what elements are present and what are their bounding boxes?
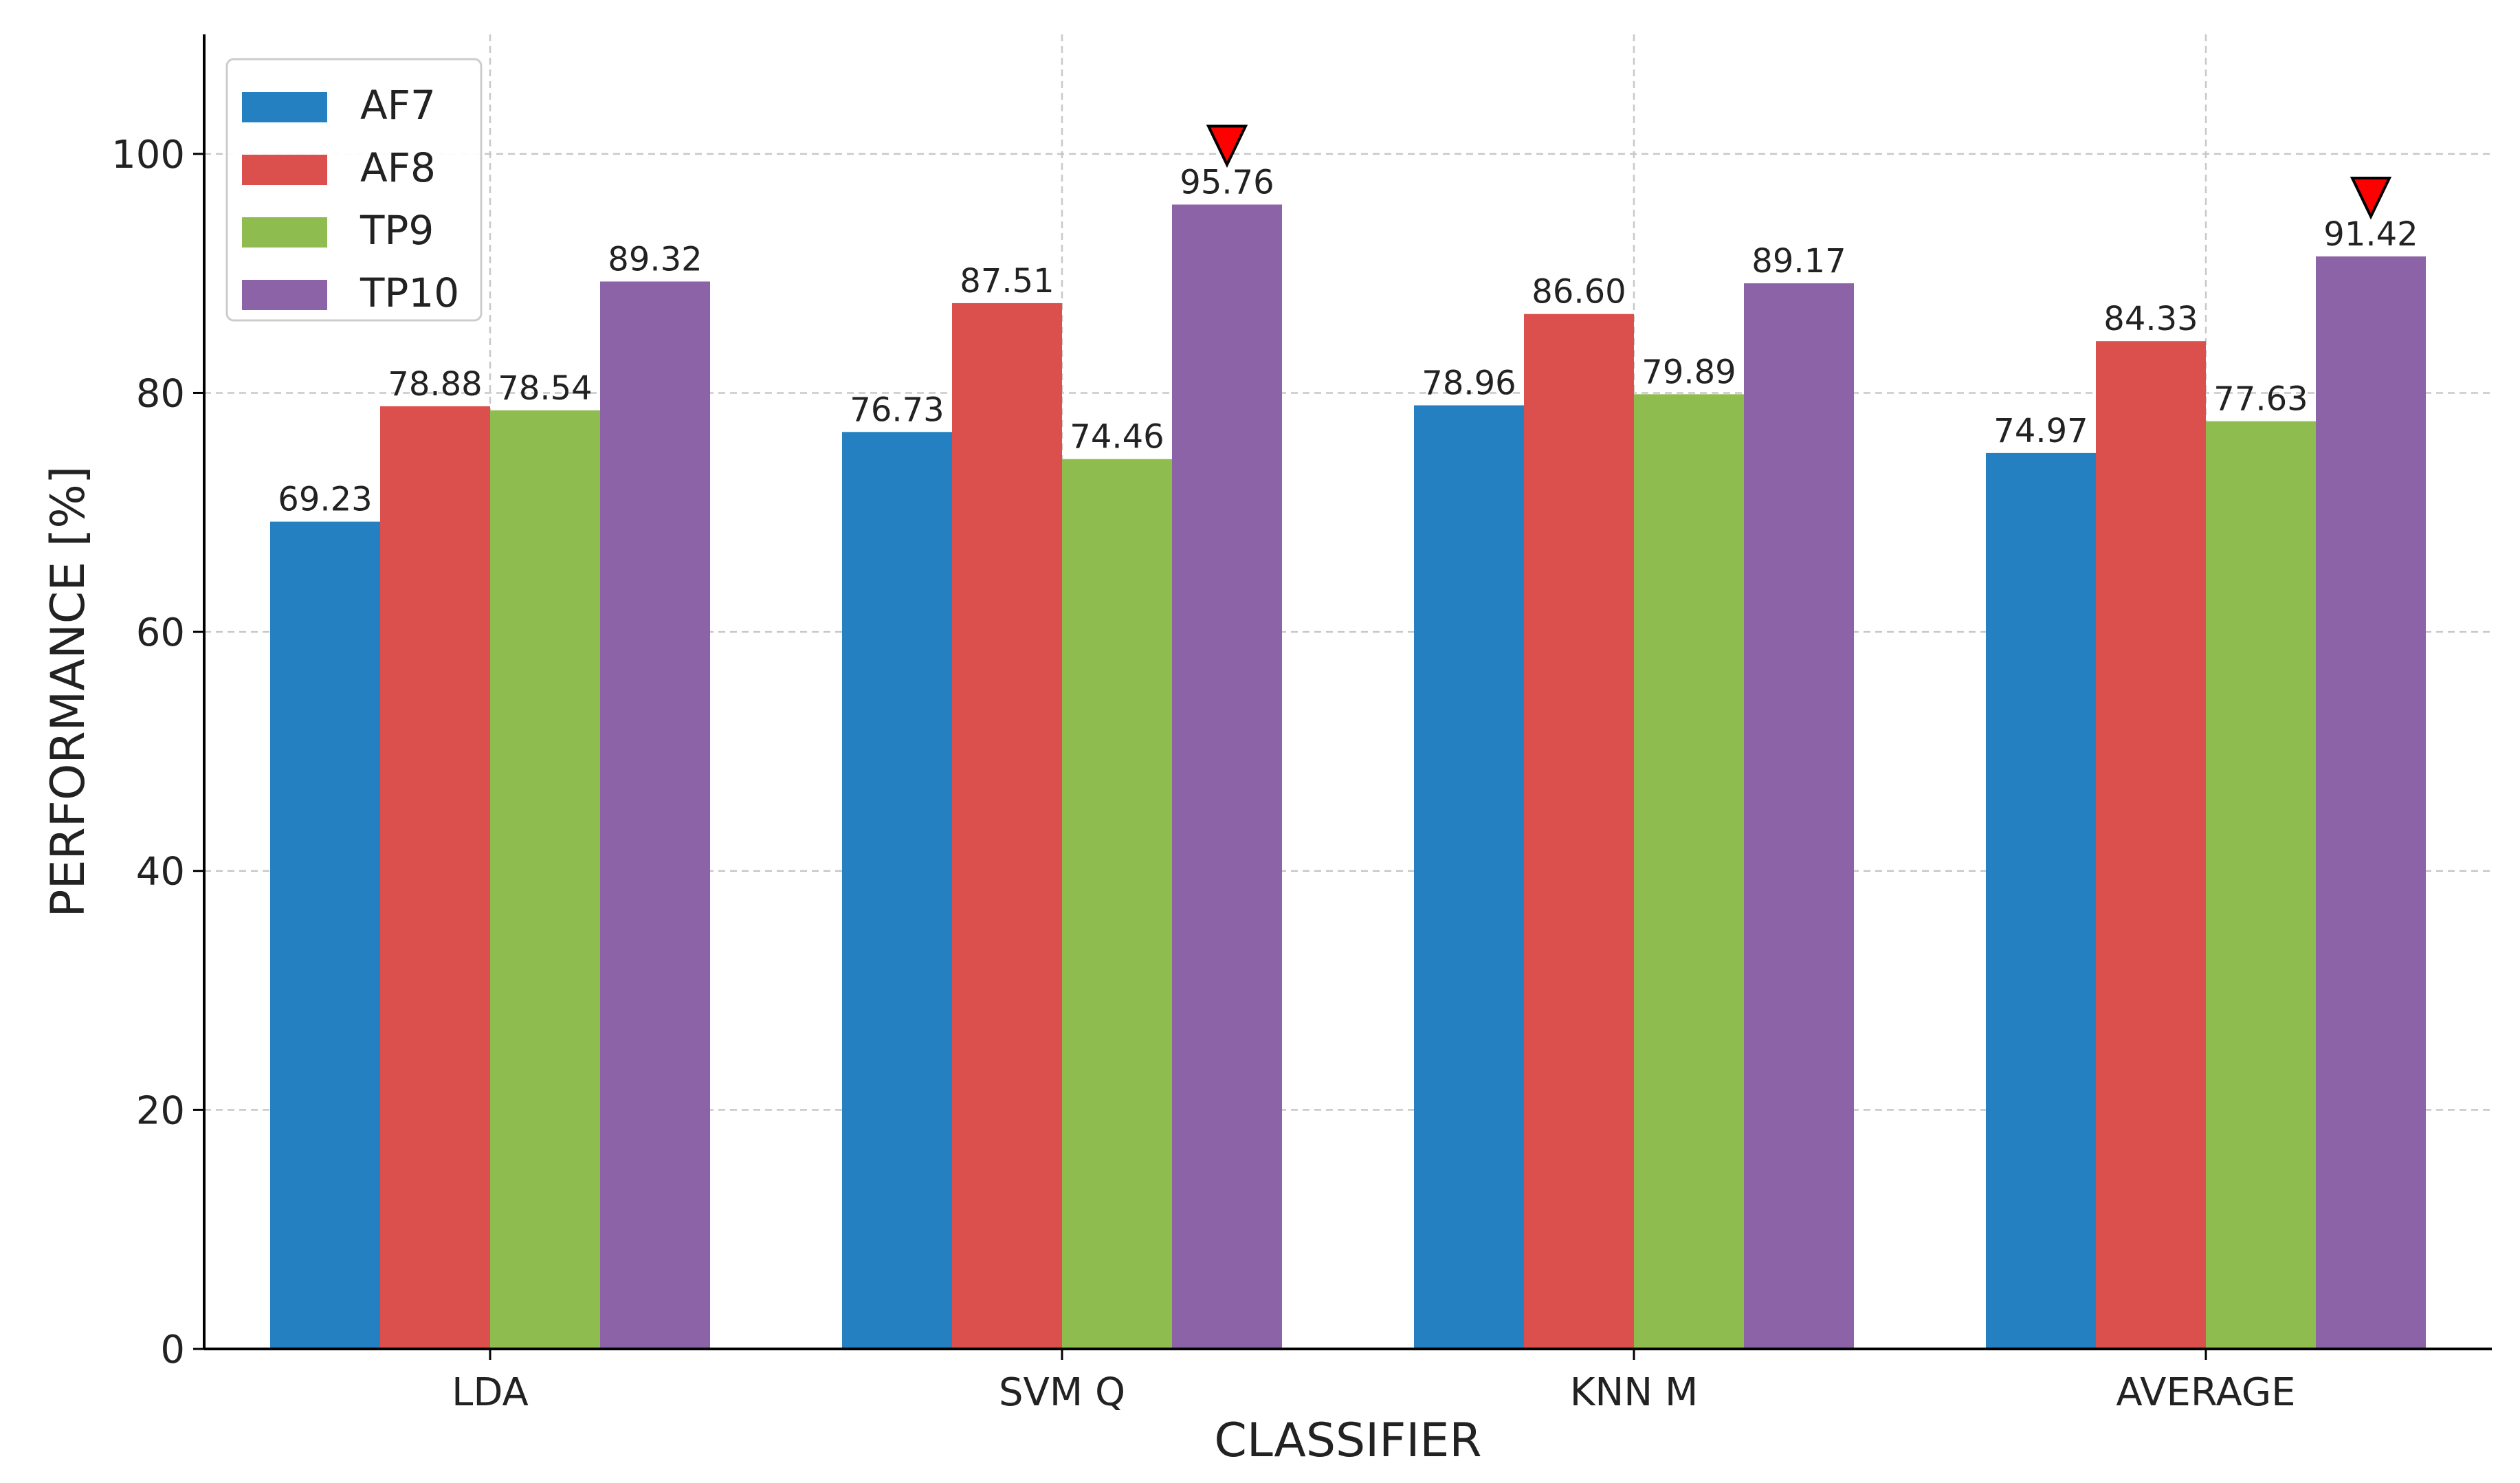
bar	[1744, 283, 1854, 1350]
bar	[1414, 405, 1524, 1349]
data-label: 95.76	[1180, 164, 1274, 202]
data-label: 89.32	[608, 240, 702, 278]
y-tick-label: 40	[136, 850, 185, 894]
data-label: 69.23	[278, 481, 372, 519]
legend-swatch	[242, 92, 327, 122]
highlight-marker	[1206, 124, 1248, 168]
bar	[490, 410, 600, 1349]
y-tick-label: 60	[136, 611, 185, 655]
bar	[1172, 204, 1282, 1349]
x-tick-label: LDA	[452, 1370, 529, 1415]
data-label: 77.63	[2213, 380, 2308, 419]
bar	[2206, 421, 2316, 1350]
y-axis-label: PERFORMANCE [%]	[41, 466, 96, 918]
bar	[1524, 314, 1634, 1349]
bar	[380, 406, 490, 1350]
data-label: 78.96	[1422, 364, 1516, 403]
bar	[2316, 256, 2426, 1349]
data-label: 79.89	[1642, 353, 1736, 391]
data-label: 78.54	[498, 369, 592, 408]
legend-label: AF8	[360, 144, 436, 191]
bar	[842, 432, 952, 1349]
data-label: 74.46	[1070, 418, 1164, 457]
y-tick-label: 80	[136, 371, 185, 416]
y-tick-label: 0	[160, 1328, 185, 1372]
legend-swatch	[242, 280, 327, 310]
bar	[2096, 341, 2206, 1349]
data-label: 84.33	[2103, 300, 2198, 338]
y-tick-label: 100	[111, 133, 185, 177]
legend-label: TP10	[360, 270, 459, 316]
bar	[1986, 452, 2096, 1350]
x-axis-label: CLASSIFIER	[1214, 1414, 1481, 1468]
bar	[600, 281, 710, 1349]
data-label: 91.42	[2323, 215, 2418, 254]
y-tick-label: 20	[136, 1088, 185, 1133]
data-label: 86.60	[1532, 273, 1626, 311]
legend-swatch	[242, 217, 327, 248]
legend-swatch	[242, 155, 327, 185]
x-tick-label: AVERAGE	[2116, 1370, 2295, 1415]
highlight-marker	[2350, 176, 2392, 220]
data-label: 78.88	[388, 365, 482, 404]
bar	[1634, 394, 1744, 1350]
data-label: 87.51	[960, 262, 1054, 300]
bar	[952, 303, 1062, 1349]
x-tick-label: SVM Q	[999, 1370, 1125, 1415]
x-tick-label: KNN M	[1570, 1370, 1699, 1415]
data-label: 89.17	[1751, 242, 1846, 281]
bar	[1062, 459, 1172, 1350]
bar	[270, 521, 380, 1349]
data-label: 76.73	[850, 391, 944, 429]
legend-box	[225, 58, 483, 322]
legend-label: AF7	[360, 82, 436, 129]
data-label: 74.97	[1993, 412, 2088, 450]
legend-label: TP9	[360, 207, 434, 254]
